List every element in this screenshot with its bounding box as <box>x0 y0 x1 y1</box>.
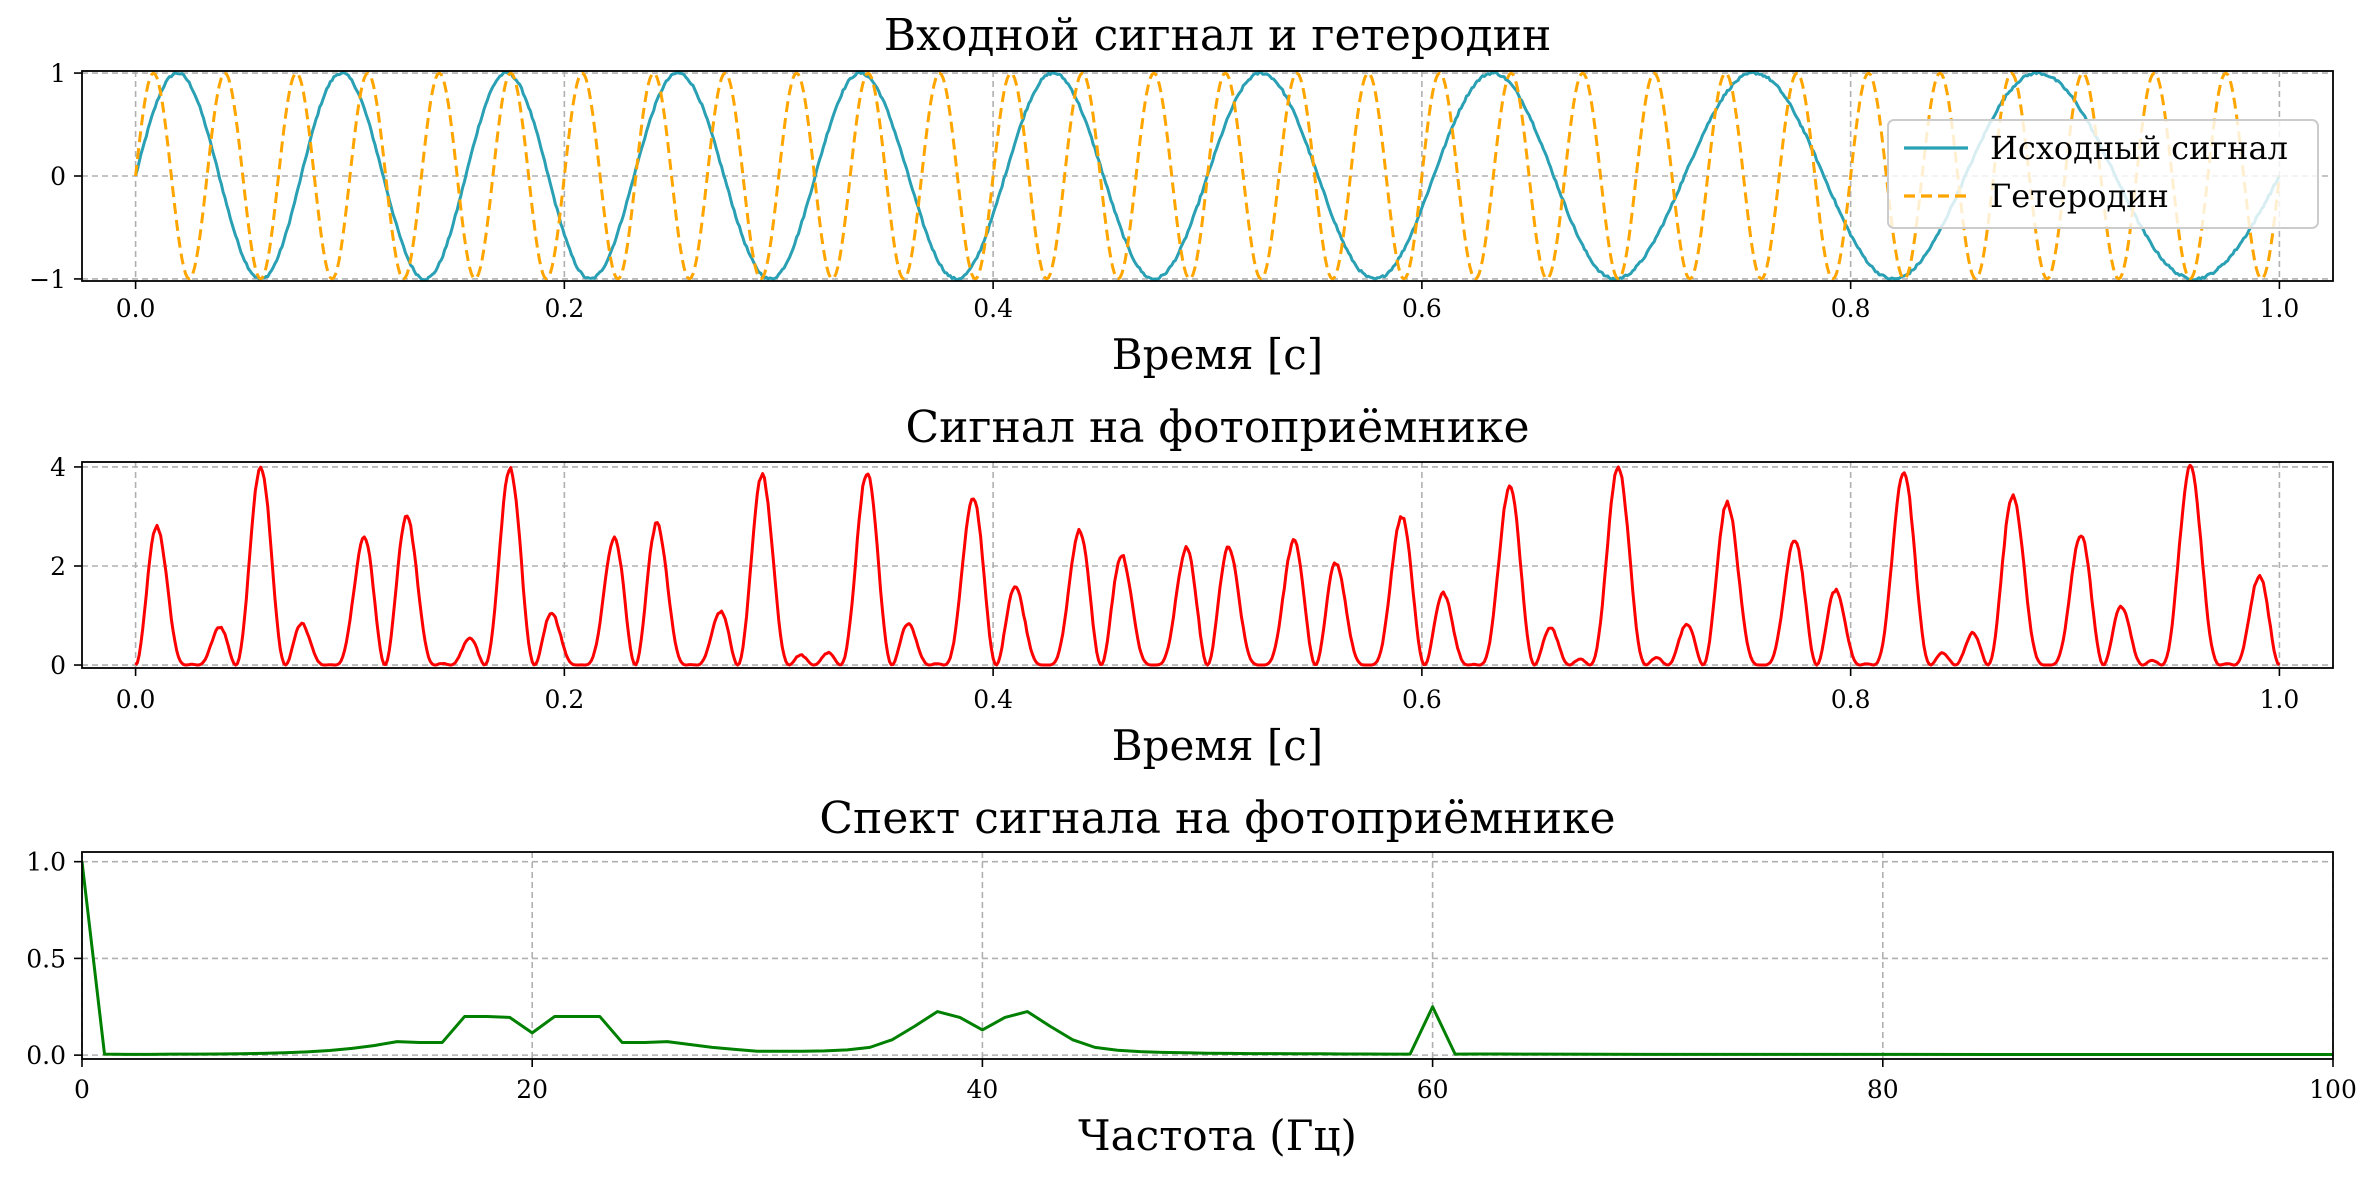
chart-title: Сигнал на фотоприёмнике <box>905 402 1529 453</box>
axes-frame <box>81 851 2334 1060</box>
x-tick-label: 0.6 <box>1402 294 1442 323</box>
x-tick-label: 0.8 <box>1831 294 1871 323</box>
x-tick-label: 100 <box>2309 1075 2357 1104</box>
chart-title: Спект сигнала на фотоприёмнике <box>819 793 1615 844</box>
chart-title: Входной сигнал и гетеродин <box>884 10 1552 61</box>
x-axis-label: Частота (Гц) <box>1078 1111 1357 1160</box>
x-tick-label: 0 <box>74 1075 90 1104</box>
x-tick-label: 0.4 <box>973 685 1013 714</box>
axes-frame <box>81 461 2334 669</box>
y-tick-label: 2 <box>50 552 66 581</box>
y-tick-label: −1 <box>29 265 66 294</box>
legend: Исходный сигнал Гетеродин <box>1887 119 2319 229</box>
series-line-detector-signal <box>134 463 2281 667</box>
x-tick-label: 0.2 <box>544 294 584 323</box>
x-tick-label: 0.4 <box>973 294 1013 323</box>
x-tick-label: 0.8 <box>1831 685 1871 714</box>
x-tick-label: 0.0 <box>116 685 156 714</box>
y-tick-label: 1.0 <box>26 848 66 877</box>
y-tick-label: 0 <box>50 162 66 191</box>
x-tick-label: 60 <box>1417 1075 1449 1104</box>
chart-panel-1: 0.0 0.2 0.4 0.6 0.8 1.0 −1 0 1 Входной сигнал и г… <box>29 10 2334 379</box>
chart-panel-2: 0.0 0.2 0.4 0.6 0.8 1.0 0 2 4 Сигнал на фотоприём… <box>50 402 2334 770</box>
legend-label: Исходный сигнал <box>1990 129 2288 167</box>
x-tick-label: 20 <box>516 1075 548 1104</box>
x-tick-label: 0.0 <box>116 294 156 323</box>
x-axis-label: Время [с] <box>1112 330 1323 379</box>
x-tick-label: 1.0 <box>2260 294 2300 323</box>
x-tick-label: 40 <box>966 1075 998 1104</box>
y-tick-label: 0.5 <box>26 944 66 973</box>
y-tick-label: 0 <box>50 651 66 680</box>
x-tick-label: 1.0 <box>2260 685 2300 714</box>
y-tick-label: 1 <box>50 59 66 88</box>
x-tick-label: 80 <box>1867 1075 1899 1104</box>
series-line-spectrum <box>82 861 2333 1057</box>
x-axis-label: Время [с] <box>1112 721 1323 770</box>
legend-box <box>1887 119 2319 229</box>
y-tick-label: 4 <box>50 453 66 482</box>
chart-panel-3: 0 20 40 60 80 100 0.0 0.5 1.0 Спект сигнала на фо… <box>26 793 2357 1160</box>
y-tick-label: 0.0 <box>26 1041 66 1070</box>
x-tick-label: 0.6 <box>1402 685 1442 714</box>
legend-label: Гетеродин <box>1990 177 2169 215</box>
x-tick-label: 0.2 <box>544 685 584 714</box>
